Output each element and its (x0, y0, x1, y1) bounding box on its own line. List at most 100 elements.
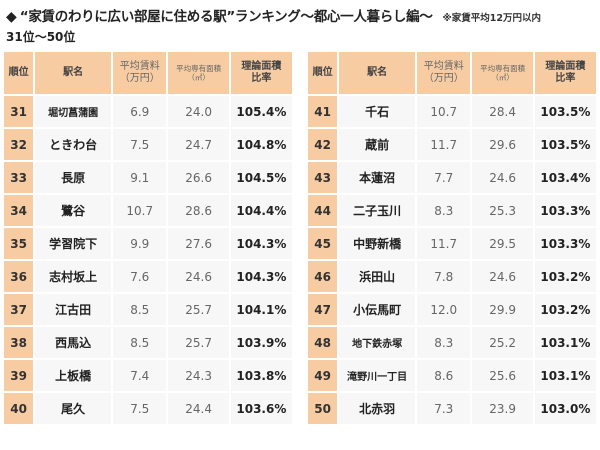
table-row: 34 鷺谷 10.7 28.6 104.4% (4, 193, 292, 226)
header-area-line2: （㎡） (491, 73, 514, 82)
ratio-cell: 103.3% (532, 195, 596, 226)
header-station: 駅名 (337, 52, 415, 94)
ratio-cell: 103.2% (532, 294, 596, 325)
table-row: 41 千石 10.7 28.4 103.5% (308, 94, 596, 127)
rent-cell: 6.9 (111, 96, 167, 127)
rent-note: ※家賃平均12万円以内 (442, 13, 541, 24)
rent-cell: 12.0 (415, 294, 471, 325)
area-cell: 24.4 (166, 393, 229, 424)
table-row: 49 滝野川一丁目 8.6 25.6 103.1% (308, 358, 596, 391)
station-name-cell: 小伝馬町 (337, 294, 415, 325)
header-rent-line2: （万円） (423, 73, 464, 84)
rent-cell: 11.7 (415, 228, 471, 259)
header-rent-line1: 平均賃料 (423, 60, 464, 72)
area-cell: 25.3 (470, 195, 533, 226)
table-row: 50 北赤羽 7.3 23.9 103.0% (308, 391, 596, 424)
ratio-cell: 104.4% (228, 195, 292, 226)
ratio-cell: 104.3% (228, 261, 292, 292)
rank-cell: 34 (4, 195, 34, 226)
station-name-cell: 北赤羽 (337, 393, 415, 424)
station-name-cell: 千石 (337, 96, 415, 127)
table-body: 31 堀切菖蒲園 6.9 24.0 105.4% 32 ときわ台 7.5 24.7 104.8% 3… (4, 94, 292, 424)
header-station: 駅名 (33, 52, 111, 94)
ratio-cell: 103.1% (532, 327, 596, 358)
header-ratio-line1: 理論面積 (545, 60, 586, 72)
rank-cell: 43 (308, 162, 338, 193)
rank-cell: 46 (308, 261, 338, 292)
ratio-cell: 103.5% (532, 96, 596, 127)
ratio-cell: 103.8% (228, 360, 292, 391)
rank-cell: 32 (4, 129, 34, 160)
header-ratio-line2: 比率 (555, 73, 576, 84)
table-row: 33 長原 9.1 26.6 104.5% (4, 160, 292, 193)
area-cell: 25.7 (166, 294, 229, 325)
header-ratio-line1: 理論面積 (241, 60, 282, 72)
rent-cell: 9.9 (111, 228, 167, 259)
rank-cell: 37 (4, 294, 34, 325)
table-row: 47 小伝馬町 12.0 29.9 103.2% (308, 292, 596, 325)
header-area-line1: 平均専有面積 (176, 63, 222, 73)
rank-cell: 44 (308, 195, 338, 226)
rank-cell: 45 (308, 228, 338, 259)
ratio-cell: 104.1% (228, 294, 292, 325)
ranking-table-left: 順位 駅名 平均賃料 （万円） 平均専有面積 （㎡） 理論面積 比率 31 堀切菖蒲園 6… (4, 52, 292, 424)
ratio-cell: 105.4% (228, 96, 292, 127)
area-cell: 27.6 (166, 228, 229, 259)
header-area-line1: 平均専有面積 (480, 63, 526, 73)
station-name-cell: 学習院下 (33, 228, 111, 259)
rent-cell: 7.6 (111, 261, 167, 292)
station-name-cell: 滝野川一丁目 (337, 360, 415, 391)
area-cell: 28.4 (470, 96, 533, 127)
rank-cell: 40 (4, 393, 34, 424)
header-rent: 平均賃料 （万円） (111, 52, 167, 94)
station-name-cell: 本蓮沼 (337, 162, 415, 193)
table-row: 48 地下鉄赤塚 8.3 25.2 103.1% (308, 325, 596, 358)
area-cell: 25.7 (166, 327, 229, 358)
area-cell: 29.6 (470, 129, 533, 160)
header-ratio-line2: 比率 (251, 73, 272, 84)
table-row: 43 本蓮沼 7.7 24.6 103.4% (308, 160, 596, 193)
rank-cell: 48 (308, 327, 338, 358)
station-name-cell: 二子玉川 (337, 195, 415, 226)
table-row: 39 上板橋 7.4 24.3 103.8% (4, 358, 292, 391)
ratio-cell: 103.3% (532, 228, 596, 259)
header-rent: 平均賃料 （万円） (415, 52, 471, 94)
rank-cell: 49 (308, 360, 338, 391)
ratio-cell: 103.4% (532, 162, 596, 193)
station-name-cell: 浜田山 (337, 261, 415, 292)
diamond-bullet-icon: ◆ (6, 9, 17, 25)
rent-cell: 8.3 (415, 327, 471, 358)
rank-cell: 35 (4, 228, 34, 259)
table-header: 順位 駅名 平均賃料 （万円） 平均専有面積 （㎡） 理論面積 比率 (4, 52, 292, 94)
header-area-line2: （㎡） (187, 73, 210, 82)
rent-cell: 8.5 (111, 327, 167, 358)
area-cell: 29.5 (470, 228, 533, 259)
table-row: 42 蔵前 11.7 29.6 103.5% (308, 127, 596, 160)
rank-cell: 39 (4, 360, 34, 391)
table-row: 45 中野新橋 11.7 29.5 103.3% (308, 226, 596, 259)
area-cell: 23.9 (470, 393, 533, 424)
area-cell: 29.9 (470, 294, 533, 325)
table-body: 41 千石 10.7 28.4 103.5% 42 蔵前 11.7 29.6 103.5% 43 本蓮… (308, 94, 596, 424)
station-name-cell: ときわ台 (33, 129, 111, 160)
station-name-cell: 西馬込 (33, 327, 111, 358)
header-ratio: 理論面積 比率 (532, 52, 596, 94)
ratio-cell: 104.5% (228, 162, 292, 193)
ratio-cell: 103.6% (228, 393, 292, 424)
rank-cell: 38 (4, 327, 34, 358)
table-row: 36 志村坂上 7.6 24.6 104.3% (4, 259, 292, 292)
rent-cell: 8.3 (415, 195, 471, 226)
page-title: “家賃のわりに広い部屋に住める駅”ランキング〜都心一人暮らし編〜 (19, 9, 433, 25)
ratio-cell: 103.1% (532, 360, 596, 391)
station-name-cell: 鷺谷 (33, 195, 111, 226)
area-cell: 24.3 (166, 360, 229, 391)
rent-cell: 7.8 (415, 261, 471, 292)
area-cell: 25.6 (470, 360, 533, 391)
table-row: 32 ときわ台 7.5 24.7 104.8% (4, 127, 292, 160)
table-row: 44 二子玉川 8.3 25.3 103.3% (308, 193, 596, 226)
rank-cell: 41 (308, 96, 338, 127)
area-cell: 24.7 (166, 129, 229, 160)
rent-cell: 8.6 (415, 360, 471, 391)
area-cell: 26.6 (166, 162, 229, 193)
rent-cell: 11.7 (415, 129, 471, 160)
